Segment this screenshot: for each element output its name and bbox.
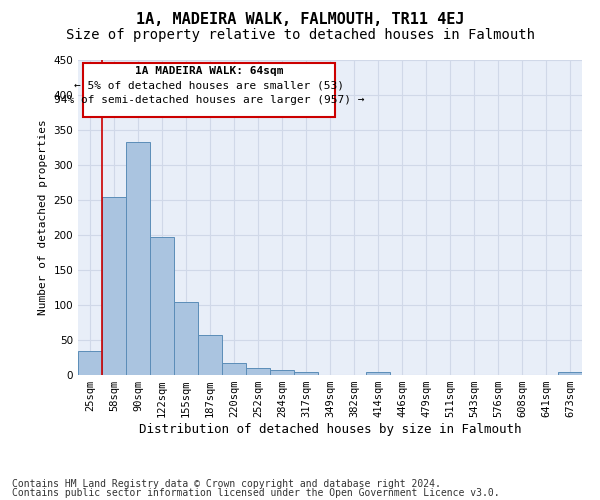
Bar [78,350,102,375]
Bar [366,372,390,375]
Bar [174,302,198,375]
Text: Contains HM Land Registry data © Crown copyright and database right 2024.: Contains HM Land Registry data © Crown c… [12,479,441,489]
Text: Contains public sector information licensed under the Open Government Licence v3: Contains public sector information licen… [12,488,500,498]
Bar [150,237,174,375]
Y-axis label: Number of detached properties: Number of detached properties [38,120,48,316]
Text: Size of property relative to detached houses in Falmouth: Size of property relative to detached ho… [65,28,535,42]
Bar [102,196,126,375]
Bar [246,368,270,375]
X-axis label: Distribution of detached houses by size in Falmouth: Distribution of detached houses by size … [139,423,521,436]
Bar [294,372,318,375]
Bar [222,363,246,375]
Text: ← 5% of detached houses are smaller (53): ← 5% of detached houses are smaller (53) [74,80,344,90]
Bar [270,370,294,375]
Text: 1A, MADEIRA WALK, FALMOUTH, TR11 4EJ: 1A, MADEIRA WALK, FALMOUTH, TR11 4EJ [136,12,464,28]
Bar [198,335,222,375]
Bar [558,372,582,375]
Text: 94% of semi-detached houses are larger (957) →: 94% of semi-detached houses are larger (… [54,94,364,104]
FancyBboxPatch shape [83,63,335,116]
Bar [126,142,150,375]
Text: 1A MADEIRA WALK: 64sqm: 1A MADEIRA WALK: 64sqm [135,66,283,76]
